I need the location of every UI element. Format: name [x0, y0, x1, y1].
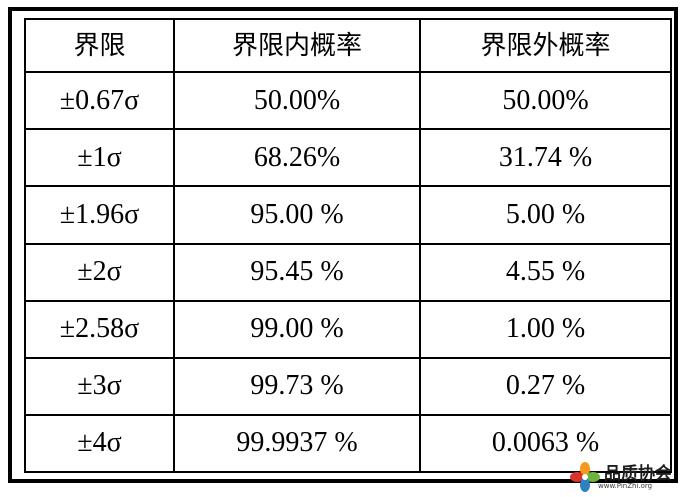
outside-probability-cell: 4.55 % [419, 242, 672, 302]
flower-logo-icon [570, 462, 600, 492]
limit-cell: ±1σ [24, 128, 175, 188]
header-cell-inside-probability: 界限内概率 [173, 17, 421, 74]
header-row: 界限 界限内概率 界限外概率 [24, 17, 672, 74]
limit-cell: ±0.67σ [24, 71, 175, 131]
limit-cell: ±2.58σ [24, 299, 175, 359]
table-row: ±1σ 68.26% 31.74 % [24, 128, 672, 188]
outer-frame [8, 7, 678, 483]
inside-probability-cell: 68.26% [173, 128, 421, 188]
inside-probability-cell: 99.73 % [173, 356, 421, 416]
table-row: ±2σ 95.45 % 4.55 % [24, 242, 672, 302]
watermark-title: 品质协会 [604, 464, 672, 484]
table-row: ±4σ 99.9937 % 0.0063 % [24, 413, 672, 474]
table-row: ±2.58σ 99.00 % 1.00 % [24, 299, 672, 359]
table-row: ±3σ 99.73 % 0.27 % [24, 356, 672, 416]
probability-table: 界限 界限内概率 界限外概率 ±0.67σ 50.00% 50.00% ±1σ … [24, 17, 672, 474]
header-cell-limit: 界限 [24, 17, 175, 74]
table-row: ±0.67σ 50.00% 50.00% [24, 71, 672, 131]
inside-probability-cell: 95.00 % [173, 185, 421, 245]
inside-probability-cell: 99.00 % [173, 299, 421, 359]
inside-probability-cell: 50.00% [173, 71, 421, 131]
header-cell-outside-probability: 界限外概率 [419, 17, 672, 74]
limit-cell: ±4σ [24, 413, 175, 474]
outside-probability-cell: 0.0063 % [419, 413, 672, 474]
outside-probability-cell: 5.00 % [419, 185, 672, 245]
table-row: ±1.96σ 95.00 % 5.00 % [24, 185, 672, 245]
watermark-url: www.PinZhi.org [598, 482, 653, 490]
inside-probability-cell: 99.9937 % [173, 413, 421, 474]
limit-cell: ±1.96σ [24, 185, 175, 245]
watermark: 品质协会 www.PinZhi.org [568, 458, 693, 495]
limit-cell: ±2σ [24, 242, 175, 302]
outside-probability-cell: 0.27 % [419, 356, 672, 416]
outside-probability-cell: 50.00% [419, 71, 672, 131]
limit-cell: ±3σ [24, 356, 175, 416]
outside-probability-cell: 31.74 % [419, 128, 672, 188]
inside-probability-cell: 95.45 % [173, 242, 421, 302]
outside-probability-cell: 1.00 % [419, 299, 672, 359]
